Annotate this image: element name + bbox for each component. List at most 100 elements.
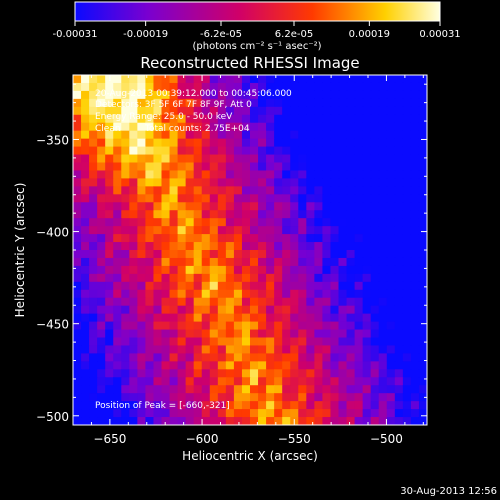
heatmap-cell (233, 106, 243, 116)
heatmap-cell (201, 281, 211, 291)
heatmap-cell (258, 289, 267, 299)
heatmap-cell (153, 218, 163, 227)
heatmap-cell (233, 98, 243, 108)
heatmap-cell (121, 401, 130, 410)
heatmap-cell (370, 178, 380, 187)
heatmap-cell (129, 170, 138, 180)
heatmap-cell (338, 146, 348, 156)
heatmap-cell (113, 106, 122, 116)
heatmap-cell (338, 377, 348, 386)
heatmap-cell (145, 297, 155, 307)
heatmap-cell (145, 273, 155, 283)
heatmap-cell (306, 289, 315, 299)
heatmap-cell (169, 106, 179, 116)
heatmap-cell (258, 130, 267, 140)
heatmap-cell (298, 377, 307, 386)
heatmap-cell (314, 289, 324, 299)
heatmap-cell (282, 409, 291, 418)
heatmap-cell (322, 242, 332, 251)
heatmap-cell (161, 313, 171, 323)
heatmap-cell (402, 321, 412, 331)
heatmap-cell (394, 234, 404, 243)
heatmap-cell (89, 337, 98, 347)
heatmap-cell (225, 106, 235, 116)
heatmap-cell (201, 234, 211, 243)
heatmap-cell (354, 257, 364, 267)
heatmap-cell (410, 194, 420, 203)
heatmap-cell (217, 242, 227, 251)
heatmap-cell (177, 313, 187, 323)
heatmap-cell (209, 178, 219, 187)
heatmap-cell (73, 114, 82, 124)
heatmap-cell (370, 305, 380, 315)
heatmap-cell (330, 162, 340, 172)
heatmap-cell (362, 393, 372, 402)
heatmap-cell (217, 170, 227, 180)
heatmap-cell (386, 242, 396, 251)
heatmap-cell (185, 226, 195, 235)
heatmap-cell (410, 106, 420, 116)
heatmap-cell (370, 273, 380, 283)
heatmap-cell (73, 377, 82, 386)
heatmap-cell (346, 202, 356, 211)
heatmap-cell (153, 305, 163, 315)
heatmap-cell (290, 369, 299, 378)
heatmap-cell (298, 75, 307, 84)
heatmap-cell (137, 321, 147, 331)
heatmap-cell (177, 393, 187, 402)
heatmap-cell (161, 106, 171, 116)
heatmap-cell (330, 417, 340, 425)
heatmap-cell (169, 154, 179, 164)
heatmap-cell (290, 313, 299, 323)
heatmap-cell (274, 257, 283, 267)
heatmap-cell (97, 273, 106, 283)
heatmap-cell (73, 226, 82, 235)
heatmap-cell (386, 329, 396, 339)
heatmap-cell (250, 226, 259, 235)
heatmap-cell (282, 130, 291, 140)
heatmap-cell (177, 186, 187, 195)
heatmap-cell (145, 353, 155, 362)
heatmap-cell (81, 98, 90, 108)
heatmap-cell (410, 409, 420, 418)
heatmap-cell (338, 321, 348, 331)
heatmap-cell (193, 377, 203, 386)
heatmap-cell (137, 154, 147, 164)
heatmap-cell (129, 409, 138, 418)
heatmap-cell (209, 250, 219, 259)
heatmap-cell (370, 114, 380, 124)
heatmap-cell (121, 138, 130, 148)
heatmap-cell (362, 250, 372, 259)
heatmap-cell (81, 297, 90, 307)
heatmap-cell (346, 377, 356, 386)
heatmap-cell (137, 210, 147, 219)
heatmap-cell (161, 138, 171, 148)
heatmap-cell (314, 194, 324, 203)
heatmap-cell (233, 385, 243, 394)
heatmap-cell (113, 146, 122, 156)
heatmap-cell (137, 75, 147, 84)
heatmap-cell (153, 409, 163, 418)
heatmap-cell (330, 82, 340, 92)
heatmap-cell (137, 393, 147, 402)
heatmap-cell (346, 321, 356, 331)
heatmap-cell (241, 385, 251, 394)
heatmap-cell (418, 401, 427, 410)
heatmap-cell (338, 393, 348, 402)
heatmap-cell (81, 377, 90, 386)
heatmap-cell (282, 417, 291, 425)
colorbar-ticks: -0.00031 -0.00019 -6.2e-05 6.2e-05 0.00019 0.… (53, 21, 461, 40)
heatmap-cell (402, 154, 412, 164)
heatmap-cell (193, 75, 203, 84)
heatmap-cell (89, 138, 98, 148)
heatmap-cell (354, 82, 364, 92)
heatmap-cell (322, 202, 332, 211)
heatmap-cell (418, 178, 427, 187)
heatmap-cell (193, 122, 203, 132)
heatmap-cell (290, 202, 299, 211)
heatmap-cell (233, 265, 243, 275)
heatmap-cell (177, 202, 187, 211)
heatmap-cell (354, 146, 364, 156)
heatmap-cell (81, 106, 90, 116)
heatmap-cell (410, 337, 420, 347)
